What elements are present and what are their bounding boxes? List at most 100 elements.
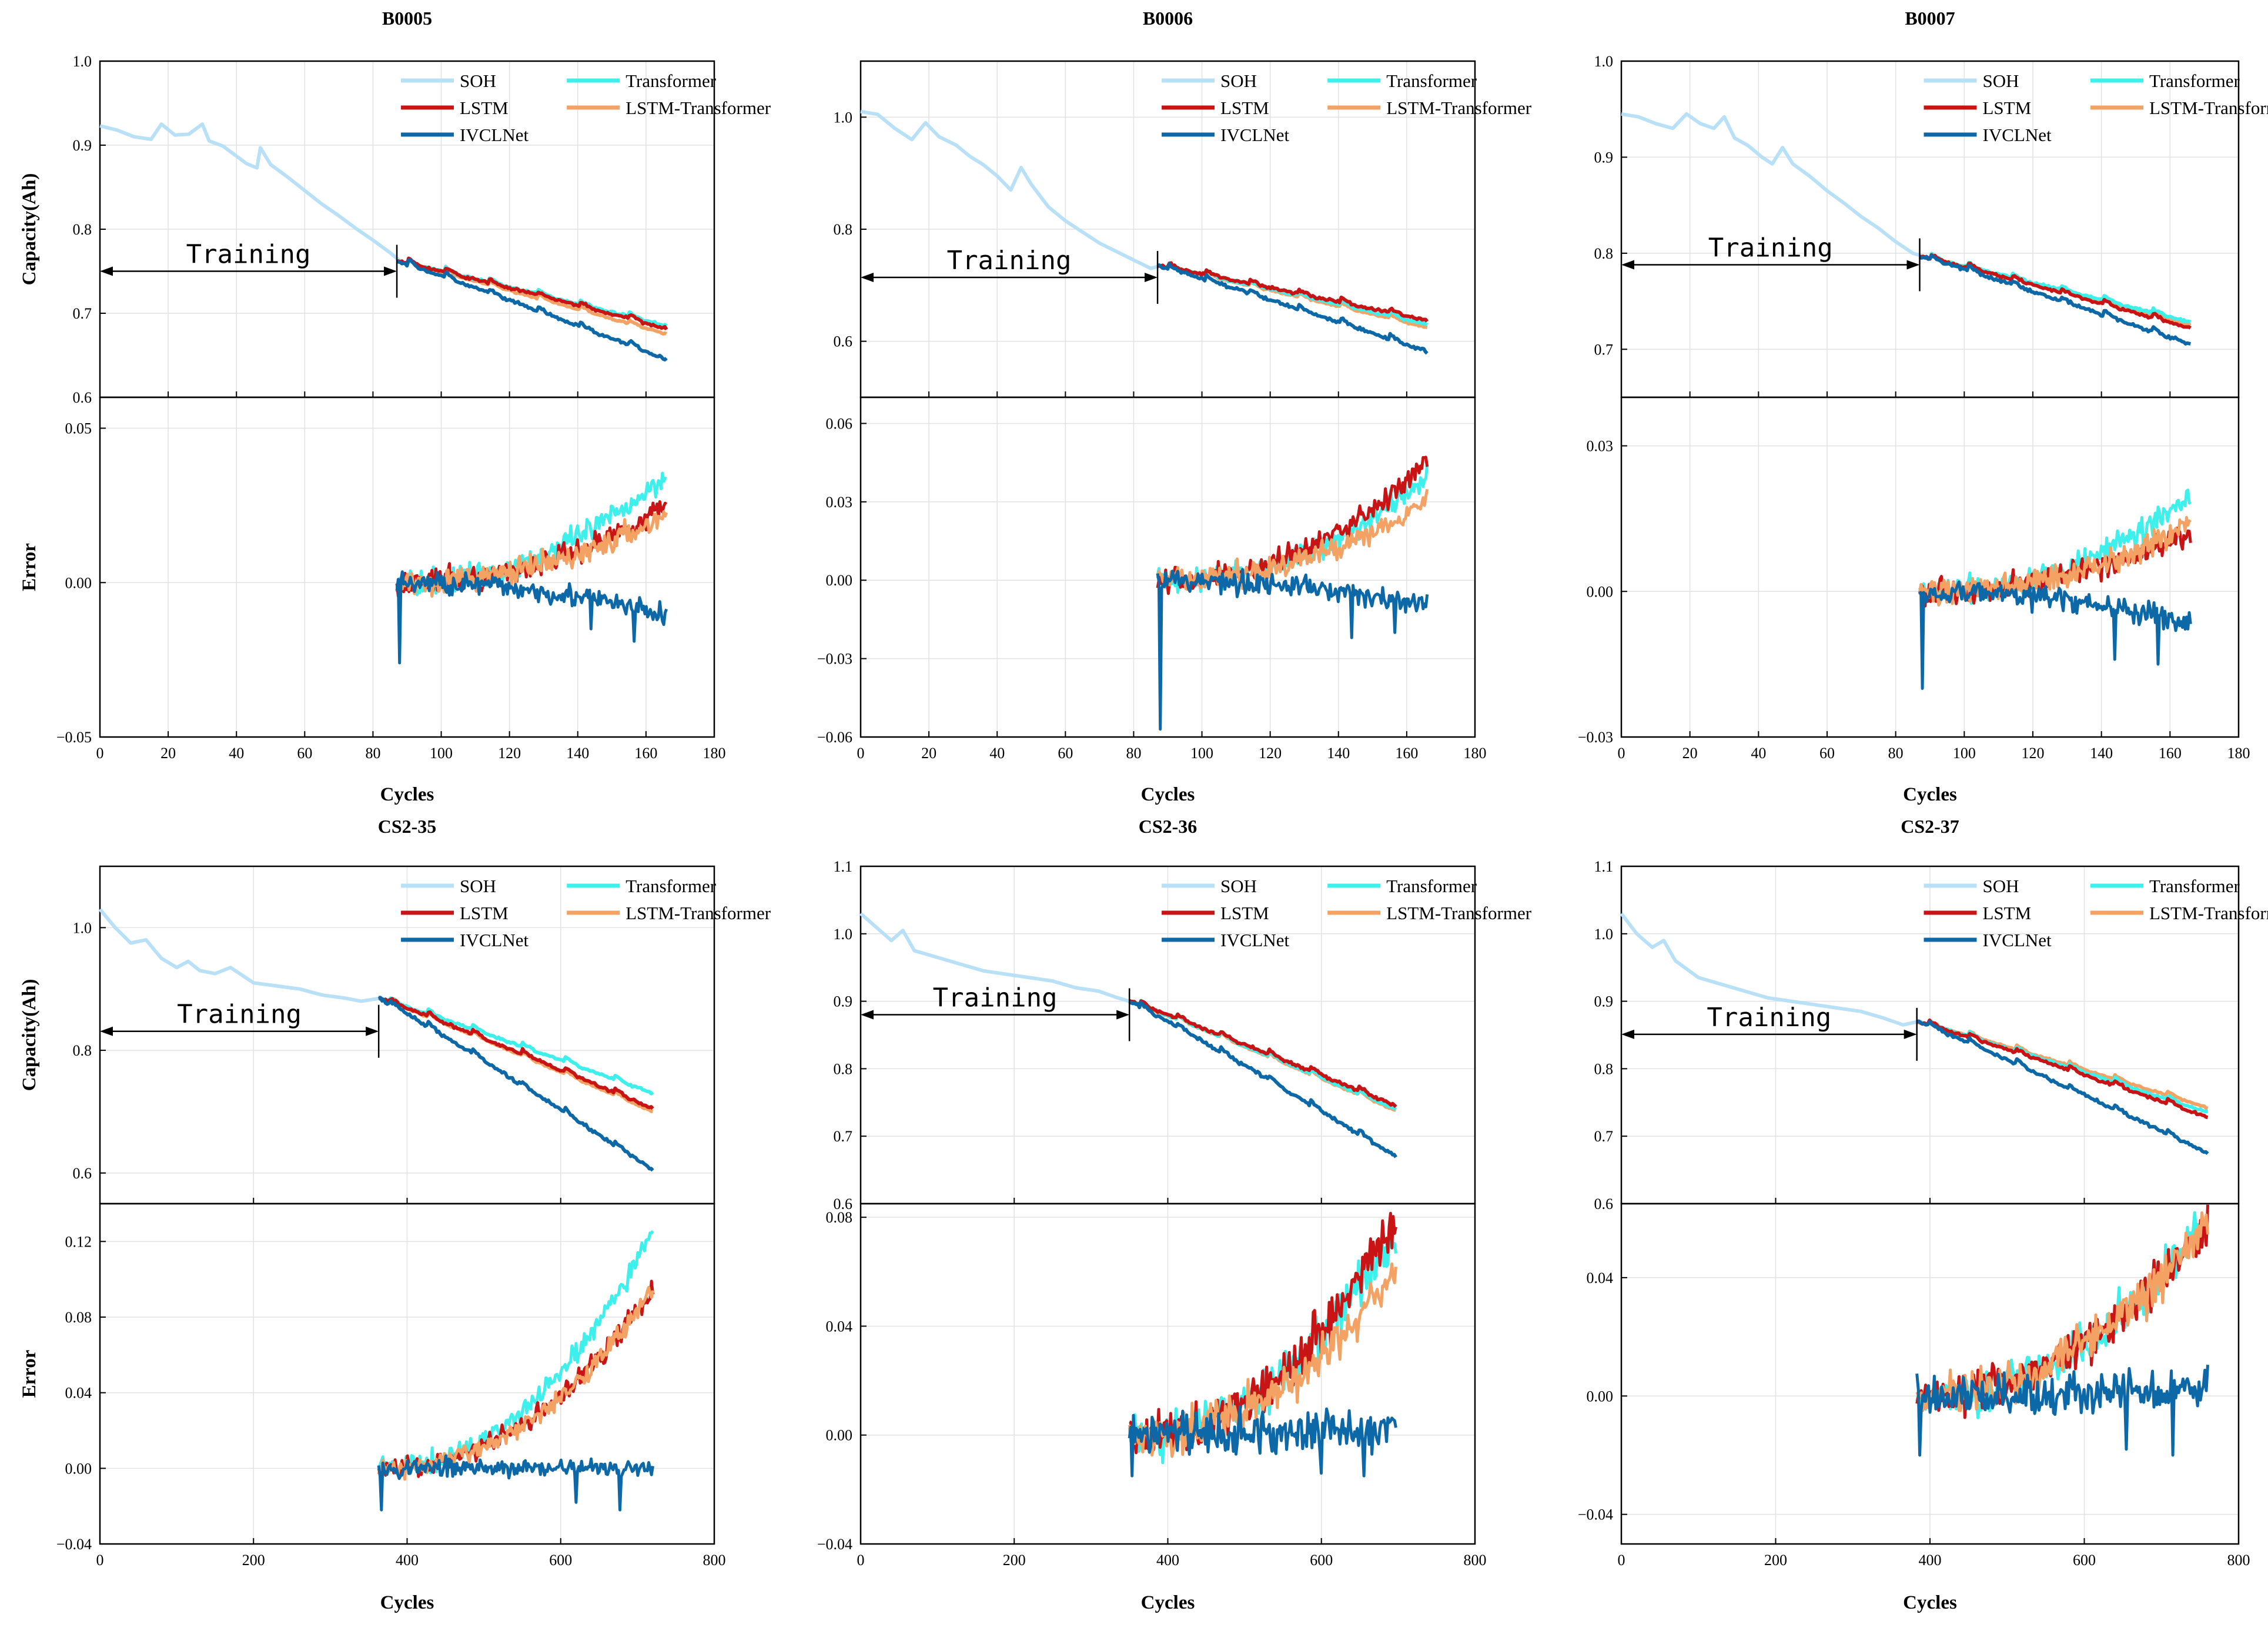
x-tick-label: 0 xyxy=(857,1552,865,1569)
error-frame xyxy=(859,1202,1476,1545)
legend-label: LSTM-Transformer xyxy=(1386,98,1532,118)
x-tick-label: 800 xyxy=(703,1552,726,1569)
training-annotation: Training xyxy=(861,983,1130,1041)
error-panel: −0.03 0.00 0.03 xyxy=(1578,396,2240,746)
series-soh xyxy=(1621,112,1924,258)
x-tick-label: 0 xyxy=(1618,1552,1625,1569)
y-tick-label: 1.0 xyxy=(73,919,92,936)
series-lstm xyxy=(377,996,654,1110)
training-annotation: Training xyxy=(1621,1003,1918,1061)
y-tick-label: 0.12 xyxy=(65,1233,92,1250)
x-axis-label: Cycles xyxy=(1141,784,1195,805)
legend-label: SOH xyxy=(1220,71,1257,91)
legend-label: LSTM-Transformer xyxy=(625,903,771,923)
error-frame xyxy=(1620,1202,2240,1545)
x-tick-label: 0 xyxy=(1618,745,1625,762)
chart-cs2-35: CS2-35 0.6 0.8 1.0 Capacity(Ah) −0.04 0.00 0.04… xyxy=(19,816,771,1613)
y-tick-label: 1.0 xyxy=(73,53,92,70)
series-ivclnet xyxy=(396,257,668,361)
training-label: Training xyxy=(947,246,1072,276)
arrow-left-icon xyxy=(100,266,113,276)
error-series-ivclnet xyxy=(1918,580,2192,690)
training-label: Training xyxy=(1708,233,1833,263)
capacity-ylabel: Capacity(Ah) xyxy=(19,173,40,286)
chart-title: CS2-35 xyxy=(378,816,437,837)
legend-label: Transformer xyxy=(2149,876,2240,896)
y-tick-label: 0.08 xyxy=(826,1209,853,1226)
x-axis-label: Cycles xyxy=(1141,1592,1195,1613)
x-tick-label: 180 xyxy=(703,745,726,762)
y-tick-label: 0.00 xyxy=(65,574,92,591)
x-tick-label: 200 xyxy=(242,1552,265,1569)
y-tick-label: 0.06 xyxy=(826,415,853,432)
y-tick-label: 0.7 xyxy=(73,305,92,322)
x-tick-label: 600 xyxy=(2073,1552,2096,1569)
x-tick-label: 200 xyxy=(1003,1552,1026,1569)
chart-b0007: B0007 0.7 0.8 0.9 1.0 −0.03 0.00 0.03 0 20 40 60 80 1… xyxy=(1578,8,2268,805)
series-transformer xyxy=(1918,252,2192,324)
legend: SOH Transformer LSTM LSTM-Transformer IVCLNe… xyxy=(1162,876,1532,950)
error-panel: −0.04 0.00 0.04 0.08 0.12 Error xyxy=(19,1202,715,1553)
training-annotation: Training xyxy=(1621,233,1921,292)
x-tick-label: 180 xyxy=(1464,745,1487,762)
arrow-right-icon xyxy=(1116,1010,1130,1020)
x-tick-label: 80 xyxy=(365,745,380,762)
error-ylabel: Error xyxy=(19,543,40,591)
x-tick-label: 60 xyxy=(297,745,312,762)
capacity-series xyxy=(1621,112,2192,346)
series-soh xyxy=(99,122,402,263)
y-tick-label: 0.8 xyxy=(1594,1060,1614,1077)
legend-label: SOH xyxy=(1983,876,2019,896)
legend-label: LSTM-Transformer xyxy=(2149,903,2268,923)
error-series xyxy=(1915,1204,2209,1457)
series-ivclnet xyxy=(1916,1019,2209,1155)
chart-title: B0007 xyxy=(1905,8,1955,29)
x-tick-label: 40 xyxy=(229,745,244,762)
x-tick-label: 140 xyxy=(2090,745,2113,762)
x-axis-label: Cycles xyxy=(380,784,434,805)
x-axis-label: Cycles xyxy=(1903,784,1957,805)
error-frame xyxy=(99,1202,715,1545)
legend-label: IVCLNet xyxy=(1220,125,1289,145)
x-tick-label: 0 xyxy=(96,1552,104,1569)
x-tick-label: 100 xyxy=(1953,745,1976,762)
x-tick-label: 0 xyxy=(857,745,865,762)
capacity-panel: 0.7 0.8 0.9 1.0 xyxy=(1594,53,2240,398)
arrow-right-icon xyxy=(366,1026,379,1036)
legend: SOH Transformer LSTM LSTM-Transformer IVCLNe… xyxy=(1924,71,2268,145)
arrow-right-icon xyxy=(1145,272,1158,282)
training-annotation: Training xyxy=(861,246,1159,304)
y-tick-label: 0.05 xyxy=(65,420,92,437)
x-tick-label: 160 xyxy=(1395,745,1418,762)
legend-label: LSTM xyxy=(460,98,509,118)
y-tick-label: 0.7 xyxy=(1594,1128,1614,1145)
y-tick-label: 0.9 xyxy=(834,993,853,1010)
legend-label: Transformer xyxy=(1386,876,1477,896)
arrow-right-icon xyxy=(384,266,397,276)
y-tick-label: 0.8 xyxy=(834,1060,853,1077)
capacity-ylabel: Capacity(Ah) xyxy=(19,979,40,1091)
series-lstm xyxy=(396,256,668,331)
y-tick-label: 0.6 xyxy=(73,389,92,406)
legend-label: LSTM xyxy=(1220,903,1269,923)
y-tick-label: −0.03 xyxy=(1578,729,1613,746)
arrow-right-icon xyxy=(1906,260,1920,270)
y-tick-label: 0.03 xyxy=(1587,438,1614,455)
legend: SOH Transformer LSTM LSTM-Transformer IVCLNe… xyxy=(1162,71,1532,145)
legend-label: IVCLNet xyxy=(1983,125,2052,145)
x-tick-label: 600 xyxy=(549,1552,572,1569)
y-tick-label: 1.1 xyxy=(834,858,853,875)
x-tick-label: 140 xyxy=(566,745,589,762)
series-soh xyxy=(1620,912,1919,1027)
y-tick-label: 0.00 xyxy=(826,572,853,589)
error-series-ivclnet xyxy=(1128,1405,1397,1478)
legend-label: LSTM xyxy=(460,903,509,923)
chart-title: B0006 xyxy=(1143,8,1193,29)
error-series-ivclnet xyxy=(395,570,668,665)
y-tick-label: 1.0 xyxy=(834,109,853,126)
legend-label: LSTM xyxy=(1983,98,2032,118)
series-lstm xyxy=(1919,253,2192,330)
x-tick-label: 20 xyxy=(160,745,176,762)
error-frame xyxy=(1620,396,2240,738)
